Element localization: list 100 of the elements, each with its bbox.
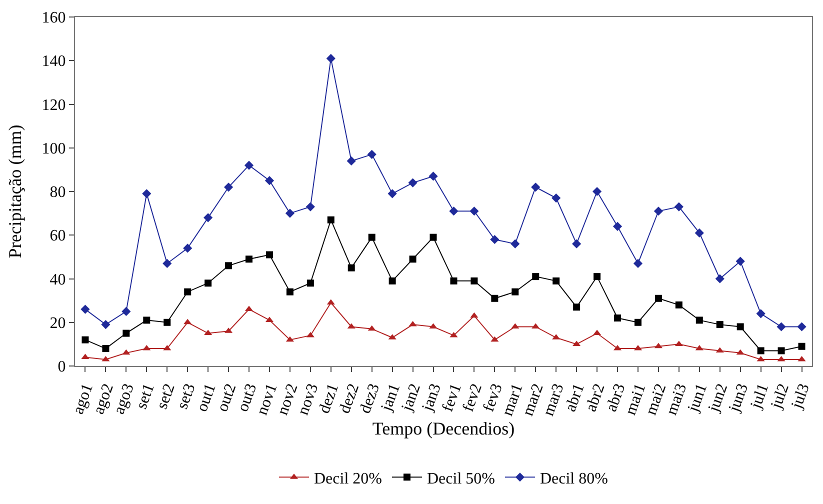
point — [798, 356, 806, 362]
point — [244, 160, 254, 170]
point — [183, 244, 192, 253]
point — [798, 342, 806, 350]
point — [286, 336, 294, 342]
point — [797, 322, 806, 332]
y-tick-label: 100 — [42, 140, 66, 158]
point — [224, 182, 234, 192]
point — [285, 208, 295, 218]
point — [82, 336, 89, 344]
point — [388, 189, 397, 198]
point — [81, 354, 90, 360]
y-axis-title: Precipitação (mm) — [5, 124, 25, 258]
point — [654, 342, 662, 348]
point — [777, 356, 786, 362]
point — [142, 189, 152, 198]
point — [164, 318, 171, 326]
point — [633, 258, 643, 268]
point — [573, 304, 580, 311]
point — [715, 274, 724, 284]
point — [512, 288, 519, 296]
point — [552, 193, 561, 203]
point — [592, 186, 602, 196]
point — [674, 202, 684, 212]
point — [409, 256, 416, 263]
point — [327, 216, 334, 224]
point — [204, 330, 212, 336]
y-tick-label: 20 — [50, 314, 66, 332]
point — [184, 318, 192, 324]
point — [594, 273, 601, 280]
x-tick-label: fev3 — [480, 381, 506, 414]
point — [101, 320, 110, 330]
point — [778, 347, 785, 354]
point — [572, 239, 582, 248]
point — [306, 332, 314, 338]
point — [490, 336, 499, 342]
point — [675, 301, 682, 308]
point — [654, 294, 662, 302]
point — [450, 277, 458, 284]
point — [326, 54, 336, 63]
point — [122, 349, 130, 355]
point — [756, 356, 765, 362]
point — [612, 222, 622, 231]
y-tick-label: 160 — [42, 10, 66, 27]
point — [654, 206, 664, 216]
point — [246, 256, 253, 263]
point — [368, 325, 376, 331]
point — [388, 277, 396, 284]
point — [756, 309, 766, 318]
point — [614, 314, 622, 322]
point — [266, 251, 273, 258]
y-tick-label: 80 — [50, 184, 66, 202]
point — [696, 316, 703, 324]
point — [531, 182, 540, 192]
point — [694, 228, 704, 238]
point — [286, 288, 294, 296]
point — [428, 172, 438, 181]
point — [736, 323, 744, 330]
point — [470, 312, 478, 318]
point — [143, 316, 150, 324]
legend-label: Decil 20% — [314, 470, 382, 488]
point — [449, 206, 458, 216]
y-tick-label: 0 — [58, 358, 66, 376]
point — [634, 318, 642, 326]
point — [102, 345, 110, 352]
y-tick-label: 40 — [50, 271, 66, 288]
point — [122, 330, 130, 337]
point — [716, 321, 724, 328]
legend-label: Decil 80% — [540, 470, 608, 488]
point — [80, 304, 90, 314]
point — [306, 280, 314, 287]
point — [552, 277, 560, 284]
legend-label: Decil 50% — [426, 470, 495, 488]
point — [346, 156, 356, 166]
point — [368, 234, 376, 241]
point — [510, 239, 520, 248]
point — [470, 277, 478, 284]
point — [776, 322, 786, 332]
point — [348, 264, 355, 272]
point — [757, 347, 764, 354]
point — [450, 332, 458, 338]
point — [204, 280, 212, 287]
point — [593, 330, 602, 336]
point — [490, 234, 500, 244]
point — [430, 234, 437, 241]
point — [162, 258, 172, 268]
point — [264, 176, 274, 186]
point — [204, 213, 213, 222]
point — [736, 256, 745, 266]
point — [367, 150, 376, 159]
point — [470, 206, 479, 216]
point — [102, 356, 110, 362]
point — [491, 294, 498, 302]
point — [184, 288, 192, 296]
x-axis-title: Tempo (Decendios) — [372, 418, 515, 438]
y-tick-label: 60 — [50, 228, 66, 245]
point — [225, 262, 232, 270]
point — [532, 273, 540, 280]
y-tick-label: 140 — [42, 53, 66, 70]
point — [306, 202, 315, 212]
